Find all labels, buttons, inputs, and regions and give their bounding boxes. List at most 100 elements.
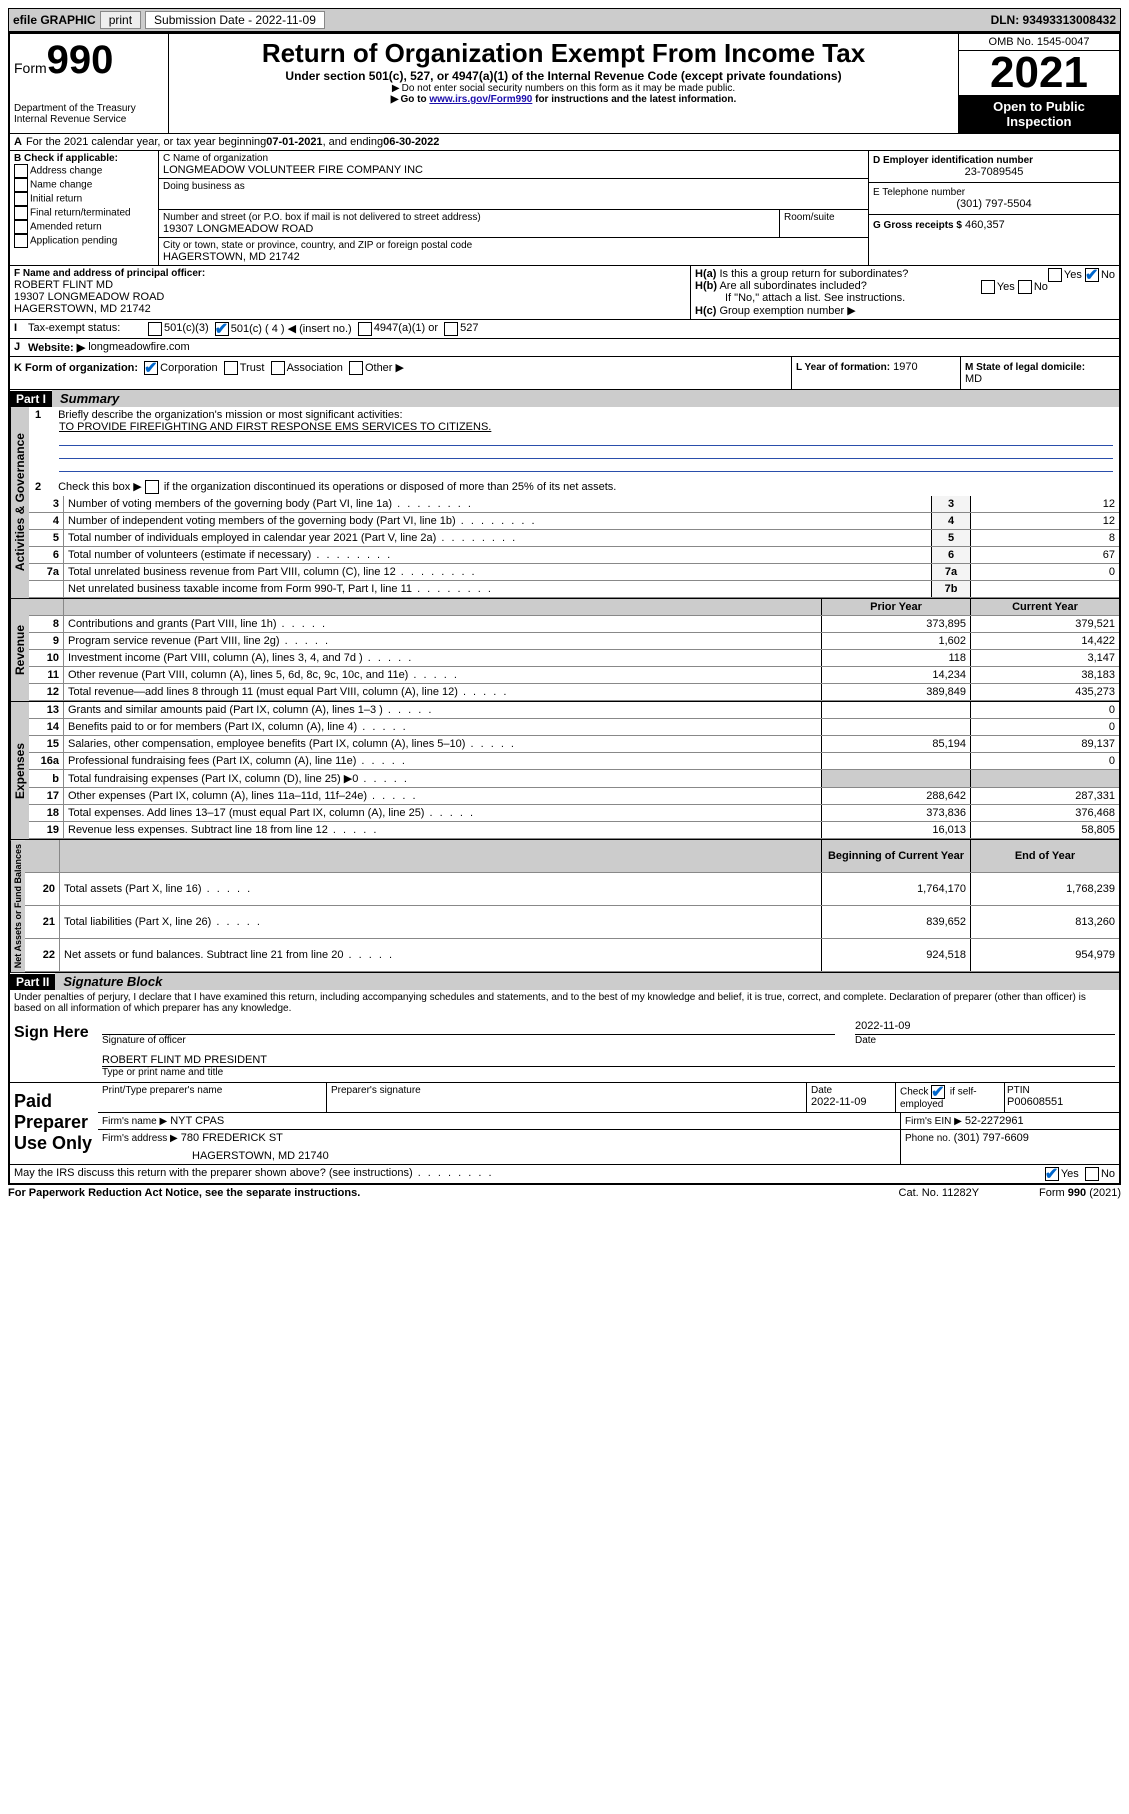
form-label: Form990 bbox=[14, 38, 164, 83]
Hb-text: Are all subordinates included? bbox=[719, 280, 866, 292]
street-label: Number and street (or P.O. box if mail i… bbox=[163, 212, 775, 223]
J-marker: J bbox=[14, 341, 28, 354]
form-frame: Form990 Department of the Treasury Inter… bbox=[8, 32, 1121, 1185]
section-FH: F Name and address of principal officer:… bbox=[10, 266, 1119, 320]
K-trust-checkbox[interactable] bbox=[224, 361, 238, 375]
table-row: 7aTotal unrelated business revenue from … bbox=[29, 564, 1119, 581]
expenses-section: Expenses 13Grants and similar amounts pa… bbox=[10, 701, 1119, 839]
q2-text-a: Check this box ▶ bbox=[58, 481, 142, 493]
rev-vlabel: Revenue bbox=[10, 599, 29, 701]
G-label: G Gross receipts $ bbox=[873, 220, 962, 231]
city-label: City or town, state or province, country… bbox=[163, 240, 864, 251]
Hb-yes-checkbox[interactable] bbox=[981, 280, 995, 294]
form-header: Form990 Department of the Treasury Inter… bbox=[10, 34, 1119, 134]
table-row: 8Contributions and grants (Part VIII, li… bbox=[29, 616, 1119, 633]
table-row: 17Other expenses (Part IX, column (A), l… bbox=[29, 788, 1119, 805]
org-name: LONGMEADOW VOLUNTEER FIRE COMPANY INC bbox=[163, 164, 864, 176]
K-corp-checkbox[interactable] bbox=[144, 361, 158, 375]
table-row: 19Revenue less expenses. Subtract line 1… bbox=[29, 822, 1119, 839]
table-header-row: Prior YearCurrent Year bbox=[29, 599, 1119, 616]
jurat-text: Under penalties of perjury, I declare th… bbox=[10, 990, 1119, 1016]
goto-prefix: Go to bbox=[391, 94, 430, 105]
Hb-no-checkbox[interactable] bbox=[1018, 280, 1032, 294]
I-501c3-checkbox[interactable] bbox=[148, 322, 162, 336]
B-opt-2[interactable]: Initial return bbox=[14, 192, 154, 206]
K-other-checkbox[interactable] bbox=[349, 361, 363, 375]
line-A-marker: A bbox=[14, 136, 22, 148]
B-opt-5[interactable]: Application pending bbox=[14, 234, 154, 248]
pt-name-label: Print/Type preparer's name bbox=[102, 1085, 322, 1096]
B-opt-0[interactable]: Address change bbox=[14, 164, 154, 178]
gross-receipts: 460,357 bbox=[965, 219, 1005, 231]
B-opt-1[interactable]: Name change bbox=[14, 178, 154, 192]
self-employed-checkbox[interactable] bbox=[931, 1085, 945, 1099]
Hc-row: H(c) Group exemption number ▶ bbox=[695, 304, 1115, 317]
pt-sig-label: Preparer's signature bbox=[331, 1085, 802, 1096]
dba-label: Doing business as bbox=[163, 181, 864, 192]
form-subtitle-3: Go to www.irs.gov/Form990 for instructio… bbox=[173, 94, 954, 105]
discuss-text: May the IRS discuss this return with the… bbox=[14, 1167, 494, 1181]
Ha-no-checkbox[interactable] bbox=[1085, 268, 1099, 282]
firm-name-label: Firm's name ▶ bbox=[102, 1116, 167, 1127]
B-label: B Check if applicable: bbox=[14, 153, 154, 164]
table-row: 14Benefits paid to or for members (Part … bbox=[29, 719, 1119, 736]
date-label: Date bbox=[855, 1035, 1115, 1046]
discuss-yes-checkbox[interactable] bbox=[1045, 1167, 1059, 1181]
print-button[interactable]: print bbox=[100, 11, 141, 29]
pt-date-label: Date bbox=[811, 1085, 891, 1096]
Hb-label: H(b) bbox=[695, 280, 717, 292]
table-row: 9Program service revenue (Part VIII, lin… bbox=[29, 633, 1119, 650]
officer-name: ROBERT FLINT MD bbox=[14, 279, 686, 291]
line-KLM: K Form of organization: Corporation Trus… bbox=[10, 357, 1119, 390]
firm-addr2: HAGERSTOWN, MD 21740 bbox=[192, 1150, 896, 1162]
I-501c3: 501(c)(3) bbox=[164, 322, 209, 336]
tax-year-begin: 07-01-2021 bbox=[266, 136, 322, 148]
firm-addr1: 780 FREDERICK ST bbox=[181, 1132, 283, 1144]
goto-suffix: for instructions and the latest informat… bbox=[532, 94, 736, 105]
efile-label: efile GRAPHIC bbox=[13, 13, 96, 27]
revenue-section: Revenue Prior YearCurrent Year8Contribut… bbox=[10, 598, 1119, 701]
M-label: M State of legal domicile: bbox=[965, 362, 1085, 373]
I-4947-checkbox[interactable] bbox=[358, 322, 372, 336]
q2-checkbox[interactable] bbox=[145, 480, 159, 494]
net-table: Beginning of Current YearEnd of Year20To… bbox=[25, 840, 1119, 972]
B-opt-4[interactable]: Amended return bbox=[14, 220, 154, 234]
sig-date: 2022-11-09 bbox=[855, 1020, 1115, 1035]
form-ref: Form 990 (2021) bbox=[1039, 1187, 1121, 1199]
discuss-no-checkbox[interactable] bbox=[1085, 1167, 1099, 1181]
B-opt-3[interactable]: Final return/terminated bbox=[14, 206, 154, 220]
table-row: 5Total number of individuals employed in… bbox=[29, 530, 1119, 547]
tax-year: 2021 bbox=[959, 51, 1119, 95]
I-label: Tax-exempt status: bbox=[28, 322, 148, 336]
D-label: D Employer identification number bbox=[873, 155, 1115, 166]
K-assoc-checkbox[interactable] bbox=[271, 361, 285, 375]
netassets-section: Net Assets or Fund Balances Beginning of… bbox=[10, 839, 1119, 973]
E-label: E Telephone number bbox=[873, 187, 1115, 198]
table-row: 3Number of voting members of the governi… bbox=[29, 496, 1119, 513]
line-I: I Tax-exempt status: 501(c)(3) 501(c) ( … bbox=[10, 320, 1119, 339]
line-A: A For the 2021 calendar year, or tax yea… bbox=[10, 134, 1119, 151]
table-row: 6Total number of volunteers (estimate if… bbox=[29, 547, 1119, 564]
irs-link[interactable]: www.irs.gov/Form990 bbox=[429, 94, 532, 105]
Ha-yes-checkbox[interactable] bbox=[1048, 268, 1062, 282]
I-marker: I bbox=[14, 322, 28, 336]
line-A-text-b: , and ending bbox=[323, 136, 384, 148]
section-BCDEG: B Check if applicable: Address change Na… bbox=[10, 151, 1119, 266]
line-A-text-a: For the 2021 calendar year, or tax year … bbox=[26, 136, 266, 148]
pra-notice: For Paperwork Reduction Act Notice, see … bbox=[8, 1187, 360, 1199]
I-527-checkbox[interactable] bbox=[444, 322, 458, 336]
paid-preparer-block: Paid Preparer Use Only Print/Type prepar… bbox=[10, 1083, 1119, 1165]
rev-table: Prior YearCurrent Year8Contributions and… bbox=[29, 599, 1119, 701]
K-label: K Form of organization: bbox=[14, 362, 138, 374]
I-4947: 4947(a)(1) or bbox=[374, 322, 438, 336]
F-label: F Name and address of principal officer: bbox=[14, 268, 686, 279]
firm-ein-label: Firm's EIN ▶ bbox=[905, 1116, 962, 1127]
exp-vlabel: Expenses bbox=[10, 702, 29, 839]
firm-phone-label: Phone no. bbox=[905, 1133, 951, 1144]
q1-text: Briefly describe the organization's miss… bbox=[58, 409, 402, 421]
I-501c-checkbox[interactable] bbox=[215, 322, 229, 336]
governance-section: Activities & Governance 1 Briefly descri… bbox=[10, 407, 1119, 598]
H-note: If "No," attach a list. See instructions… bbox=[695, 292, 1115, 304]
table-header-row: Beginning of Current YearEnd of Year bbox=[25, 840, 1119, 872]
website-value: longmeadowfire.com bbox=[88, 341, 190, 354]
